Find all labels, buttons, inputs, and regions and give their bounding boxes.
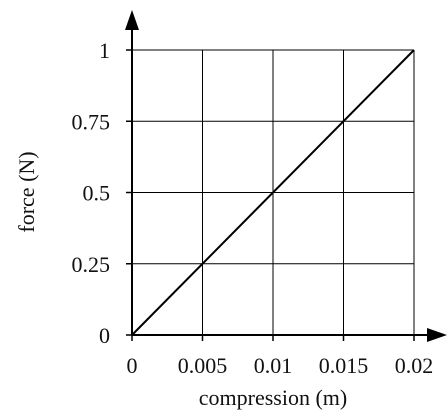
y-tick-label-3: 0.75 (72, 109, 111, 134)
y-tick-label-0: 0 (99, 323, 110, 348)
y-tick-label-2: 0.5 (83, 181, 111, 206)
x-tick-label-3: 0.015 (319, 353, 369, 378)
series-layer (131, 49, 415, 336)
x-tick-label-0: 0 (127, 353, 138, 378)
x-tick-label-2: 0.01 (254, 353, 293, 378)
y-axis-label: force (N) (14, 151, 39, 232)
y-tick-label-1: 0.25 (72, 252, 111, 277)
x-axis-arrow (427, 328, 447, 342)
y-axis-arrow (125, 10, 139, 30)
y-tick-label-4: 1 (99, 38, 110, 63)
x-tick-label-4: 0.02 (395, 353, 434, 378)
x-tick-label-1: 0.005 (178, 353, 228, 378)
axes (125, 10, 447, 342)
tick-labels: 0 0.005 0.01 0.015 0.02 0 0.25 0.5 0.75 1 (72, 38, 434, 378)
x-axis-label: compression (m) (199, 385, 347, 410)
series-line-0 (131, 49, 415, 336)
